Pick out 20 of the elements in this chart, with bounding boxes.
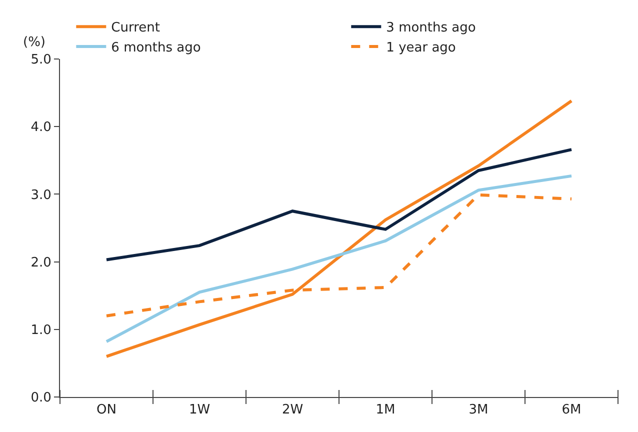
legend-label: Current xyxy=(111,20,160,36)
line-series xyxy=(105,99,573,358)
y-tick-label: 2.0 xyxy=(30,255,52,270)
x-tick-label: 3M xyxy=(468,402,488,418)
y-axis-title: (%) xyxy=(23,35,46,50)
legend-label: 1 year ago xyxy=(386,40,456,56)
legend-label: 6 months ago xyxy=(111,40,201,56)
y-tick-label: 0.0 xyxy=(30,390,52,406)
y-tick-label: 1.0 xyxy=(30,322,52,338)
y-tick-label: 4.0 xyxy=(30,120,52,136)
legend-label: 3 months ago xyxy=(386,20,476,36)
line-series xyxy=(105,174,573,344)
y-tick-label: 3.0 xyxy=(30,188,52,203)
x-tick-label: 6M xyxy=(562,402,582,418)
x-tick-label: 1W xyxy=(188,402,210,418)
x-tick-label: ON xyxy=(96,402,116,418)
x-tick-label: 2W xyxy=(282,402,304,418)
x-tick-label: 1M xyxy=(376,402,396,418)
line-series xyxy=(105,148,573,262)
y-tick-label: 5.0 xyxy=(30,52,52,68)
